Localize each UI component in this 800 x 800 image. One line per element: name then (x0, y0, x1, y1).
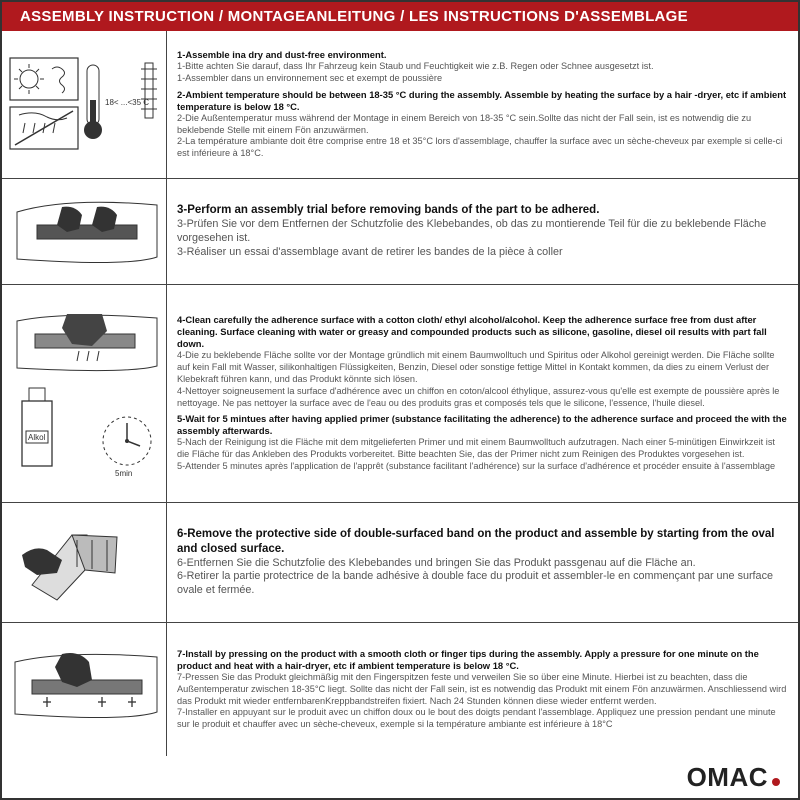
logo-dot-icon (772, 778, 780, 786)
row-1: 18< ...<35 C 1-Assemble ina dry and dust… (2, 31, 798, 179)
press-install-icon (7, 642, 162, 737)
row-5: 7-Install by pressing on the product wit… (2, 623, 798, 756)
step-6-en: 6-Remove the protective side of double-s… (177, 527, 788, 556)
header-bar: ASSEMBLY INSTRUCTION / MONTAGEANLEITUNG … (2, 2, 798, 31)
instruction-sheet: ASSEMBLY INSTRUCTION / MONTAGEANLEITUNG … (0, 0, 800, 800)
step-1-fr: 1-Assembler dans un environnement sec et… (177, 73, 788, 85)
row-5-icon (2, 623, 167, 756)
step-6-de: 6-Entfernen Sie die Schutzfolie des Kleb… (177, 557, 788, 571)
step-7-en: 7-Install by pressing on the product wit… (177, 648, 788, 672)
step-1-de: 1-Bitte achten Sie darauf, dass Ihr Fahr… (177, 61, 788, 73)
row-1-icon: 18< ...<35 C (2, 31, 167, 178)
step-4-de: 4-Die zu beklebende Fläche sollte vor de… (177, 350, 788, 385)
step-7-de: 7-Pressen Sie das Produkt gleichmäßig mi… (177, 672, 788, 707)
environment-icon: 18< ...<35 C (7, 55, 162, 155)
footer-bar: OMAC (2, 756, 798, 798)
remove-tape-icon (7, 515, 162, 610)
row-4-icon (2, 503, 167, 622)
brand-logo: OMAC (687, 762, 780, 793)
step-3-fr: 3-Réaliser un essai d'assemblage avant d… (177, 246, 788, 260)
clean-primer-icon: Alkol 5min (7, 306, 162, 481)
step-1-en: 1-Assemble ina dry and dust-free environ… (177, 49, 788, 61)
row-3-text: 4-Clean carefully the adherence surface … (167, 285, 798, 502)
step-6-fr: 6-Retirer la partie protectrice de la ba… (177, 570, 788, 598)
row-3-icon: Alkol 5min (2, 285, 167, 502)
step-3-de: 3-Prüfen Sie vor dem Entfernen der Schut… (177, 218, 788, 246)
step-5-en: 5-Wait for 5 mintues after having applie… (177, 413, 788, 437)
instruction-rows: 18< ...<35 C 1-Assemble ina dry and dust… (2, 31, 798, 756)
step-4-fr: 4-Nettoyer soigneusement la surface d'ad… (177, 386, 788, 410)
row-1-text: 1-Assemble ina dry and dust-free environ… (167, 31, 798, 178)
row-2: 3-Perform an assembly trial before remov… (2, 179, 798, 285)
step-2-de: 2-Die Außentemperatur muss während der M… (177, 113, 788, 137)
step-3-en: 3-Perform an assembly trial before remov… (177, 203, 788, 218)
logo-text: OMAC (687, 762, 768, 793)
alcohol-label: Alkol (28, 433, 46, 442)
row-3: Alkol 5min 4-Clean carefully the adheren… (2, 285, 798, 503)
row-2-text: 3-Perform an assembly trial before remov… (167, 179, 798, 284)
row-4-text: 6-Remove the protective side of double-s… (167, 503, 798, 622)
trial-fit-icon (7, 187, 162, 277)
step-7-fr: 7-Installer en appuyant sur le produit a… (177, 707, 788, 731)
row-2-icon (2, 179, 167, 284)
step-2-en: 2-Ambient temperature should be between … (177, 89, 788, 113)
step-5-fr: 5-Attender 5 minutes après l'application… (177, 461, 788, 473)
step-2-fr: 2-La température ambiante doit être comp… (177, 136, 788, 160)
wait-time-label: 5min (115, 469, 132, 478)
row-4: 6-Remove the protective side of double-s… (2, 503, 798, 623)
row-5-text: 7-Install by pressing on the product wit… (167, 623, 798, 756)
step-4-en: 4-Clean carefully the adherence surface … (177, 314, 788, 350)
header-title: ASSEMBLY INSTRUCTION / MONTAGEANLEITUNG … (20, 8, 688, 25)
step-5-de: 5-Nach der Reinigung ist die Fläche mit … (177, 437, 788, 461)
